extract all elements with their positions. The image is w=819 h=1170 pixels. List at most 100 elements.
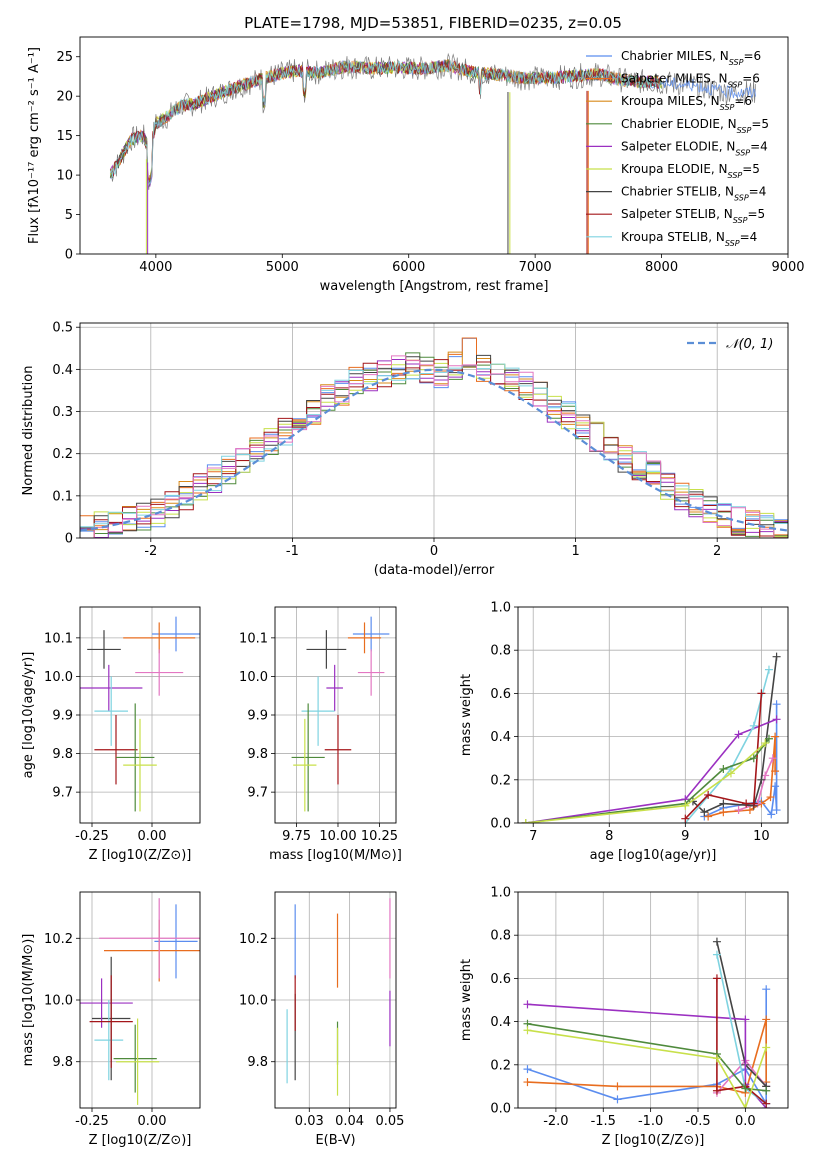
- mass-weight-marker: [771, 732, 780, 741]
- model-spectrum-line: [109, 59, 662, 186]
- mass-weight-marker: [762, 1043, 771, 1052]
- mass-weight-marker: [772, 700, 781, 709]
- y-axis-label: age [log10(age/yr)]: [21, 652, 36, 779]
- legend-label-tail: =6: [742, 72, 760, 86]
- x-tick-label: 0: [430, 544, 438, 559]
- plot-data: [291, 616, 390, 812]
- mass-weight-marker: [613, 1082, 622, 1091]
- errorbar-point: [152, 616, 200, 652]
- mass-weight-marker: [761, 739, 770, 748]
- residual-histogram-line: [80, 355, 788, 538]
- x-tick-label: 0.00: [138, 1114, 167, 1129]
- mass-weight-marker: [719, 799, 728, 808]
- legend-label-sub: SSP: [735, 148, 750, 157]
- x-tick-label: -0.5: [685, 1114, 710, 1129]
- y-tick-label: 10.2: [44, 932, 73, 947]
- errorbar-point: [87, 630, 121, 669]
- x-tick-label: 10: [753, 829, 770, 844]
- mass-weight-marker: [764, 734, 773, 743]
- legend-label-tail: =5: [742, 162, 760, 176]
- legend-label-main: Kroupa STELIB, N: [621, 230, 725, 244]
- mass-weight-marker: [749, 799, 758, 808]
- y-tick-label: 0.8: [490, 929, 511, 944]
- errorbar-point: [116, 1018, 160, 1105]
- mass-weight-marker: [762, 1086, 771, 1095]
- legend-label-sub: SSP: [737, 125, 752, 134]
- legend-label: Chabrier MILES, NSSP=6: [621, 49, 761, 67]
- legend-label: Salpeter MILES, NSSP=6: [621, 72, 760, 90]
- x-tick-label: 0.04: [335, 1114, 364, 1129]
- legend-label-sub: SSP: [728, 171, 743, 180]
- y-tick-label: 0.4: [490, 1015, 511, 1030]
- mass-weight-marker: [762, 1015, 771, 1024]
- legend-label-sub: SSP: [734, 193, 749, 202]
- mass-weight-vs-age-panel: 7 8 9 10 0.0 0.2 0.4 0.6 0.8 1.0 age [log10(age/yr…: [459, 601, 789, 863]
- mass-weight-marker: [523, 1078, 532, 1087]
- errorbar-point: [324, 715, 352, 785]
- x-tick-label: 6000: [392, 260, 425, 275]
- x-tick-label: 7: [529, 829, 537, 844]
- errorbar-point: [135, 649, 184, 696]
- y-tick-label: 5: [65, 208, 73, 223]
- legend-label-main: Kroupa MILES, N: [621, 94, 720, 108]
- y-axis-label: Normed distribution: [21, 366, 36, 496]
- mass-weight-marker: [523, 1065, 532, 1074]
- mass-weight-marker: [700, 808, 709, 817]
- model-spectrum-line: [109, 60, 662, 182]
- y-tick-label: 1.0: [490, 601, 511, 616]
- y-tick-label: 9.8: [247, 747, 268, 762]
- x-tick-label: 1: [571, 544, 579, 559]
- x-tick-label: 9: [681, 829, 689, 844]
- legend-label-main: Chabrier MILES, N: [621, 49, 729, 63]
- y-tick-label: 0.6: [490, 972, 511, 987]
- y-tick-label: 0.6: [490, 687, 511, 702]
- mass-weight-marker: [749, 754, 758, 763]
- x-tick-label: 5000: [266, 260, 299, 275]
- x-tick-label: -2: [144, 544, 157, 559]
- x-tick-label: -1.0: [638, 1114, 663, 1129]
- legend-label-sub: SSP: [725, 238, 740, 247]
- y-axis-label: Flux [fλ10⁻¹⁷ erg cm⁻² s⁻¹ A⁻¹]: [27, 47, 42, 244]
- mass-weight-line: [527, 1019, 767, 1094]
- y-tick-label: 10.2: [239, 932, 268, 947]
- mass-weight-marker: [712, 950, 721, 959]
- errorbar-point: [80, 978, 133, 1028]
- legend-label-tail: =4: [750, 139, 768, 153]
- mass-weight-vs-metallicity-panel: -2.0 -1.5 -1.0 -0.5 0.0 0.0 0.2 0.4 0.6 0.8 1.0 Z […: [459, 886, 789, 1148]
- y-tick-label: 0.4: [490, 730, 511, 745]
- y-tick-label: 0.8: [490, 644, 511, 659]
- axes-frame: [274, 606, 397, 824]
- mass-weight-marker: [764, 665, 773, 674]
- x-tick-label: 2: [713, 544, 721, 559]
- mass-weight-marker: [768, 754, 777, 763]
- legend-label: Salpeter STELIB, NSSP=5: [621, 207, 765, 225]
- y-axis-label: mass weight: [459, 959, 474, 1041]
- legend: 𝒩(0, 1): [687, 337, 773, 352]
- mass-weight-marker: [681, 814, 690, 823]
- x-tick-label: -2.0: [543, 1114, 568, 1129]
- legend-label-tail: =6: [743, 49, 761, 63]
- mass-weight-marker: [762, 985, 771, 994]
- errorbar-point: [326, 664, 343, 712]
- age-vs-metallicity-panel: -0.25 0.00 9.7 9.8 9.9 10.0 10.1 Z [log10(Z/Z⊙)…: [21, 606, 201, 863]
- x-tick-label: -1.5: [591, 1114, 616, 1129]
- errorbar-point: [123, 718, 157, 812]
- mass-weight-marker: [726, 769, 735, 778]
- y-tick-label: 0.0: [490, 817, 511, 832]
- legend-label-sub: SSP: [728, 80, 743, 89]
- legend-label: Chabrier ELODIE, NSSP=5: [621, 117, 769, 135]
- axes-frame: [79, 606, 201, 824]
- legend-label: Chabrier STELIB, NSSP=4: [621, 185, 766, 203]
- y-tick-label: 9.7: [52, 786, 73, 801]
- mass-weight-marker: [757, 775, 766, 784]
- mass-weight-marker: [704, 812, 713, 821]
- errorbar-point: [301, 676, 335, 746]
- axes-frame: [517, 891, 789, 1109]
- y-tick-label: 0.0: [490, 1102, 511, 1117]
- errorbar-point: [99, 898, 200, 979]
- normal-distribution-curve: [80, 368, 788, 532]
- grid-lines: [518, 606, 788, 824]
- axes-frame: [79, 36, 789, 255]
- mass-weight-marker: [734, 806, 743, 815]
- legend-label: Kroupa ELODIE, NSSP=5: [621, 162, 760, 180]
